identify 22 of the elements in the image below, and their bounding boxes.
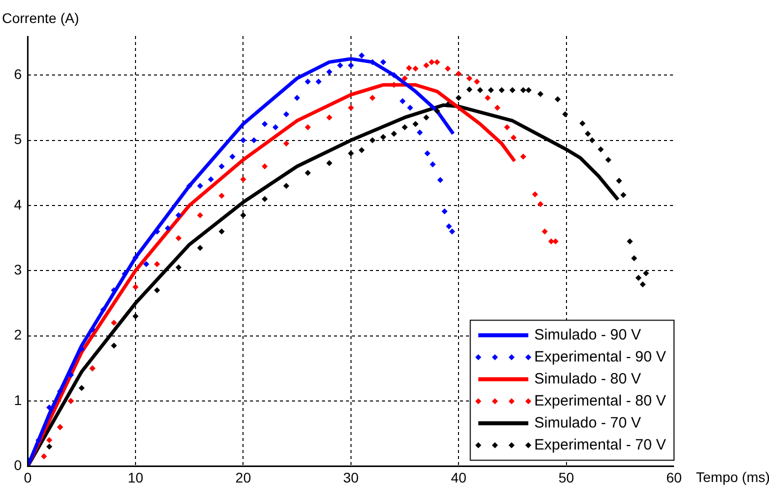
legend-label: Experimental - 70 V [534, 436, 666, 454]
x-tick-label: 10 [128, 469, 144, 486]
x-tick-label: 50 [558, 469, 574, 486]
legend-label: Simulado - 90 V [534, 326, 642, 344]
y-axis-title: Corrente (A) [2, 10, 80, 26]
x-tick-label: 20 [235, 469, 252, 486]
x-tick-label: 30 [343, 469, 359, 486]
y-tick-label: 0 [14, 457, 22, 474]
y-tick-label: 3 [14, 262, 22, 278]
legend-label: Experimental - 80 V [534, 392, 666, 410]
y-tick-label: 5 [14, 131, 22, 148]
x-tick-label: 40 [450, 469, 467, 486]
x-tick-label: 0 [24, 469, 32, 486]
y-tick-label: 6 [14, 66, 22, 82]
legend-label: Simulado - 80 V [534, 370, 642, 388]
legend-label: Experimental - 90 V [534, 348, 666, 366]
y-tick-label: 4 [14, 196, 22, 212]
y-tick-label: 1 [14, 392, 22, 408]
legend-label: Simulado - 70 V [534, 414, 642, 432]
y-tick-label: 2 [14, 326, 22, 343]
x-axis-title: Tempo (ms) [696, 469, 769, 486]
x-tick-label: 60 [666, 469, 682, 486]
